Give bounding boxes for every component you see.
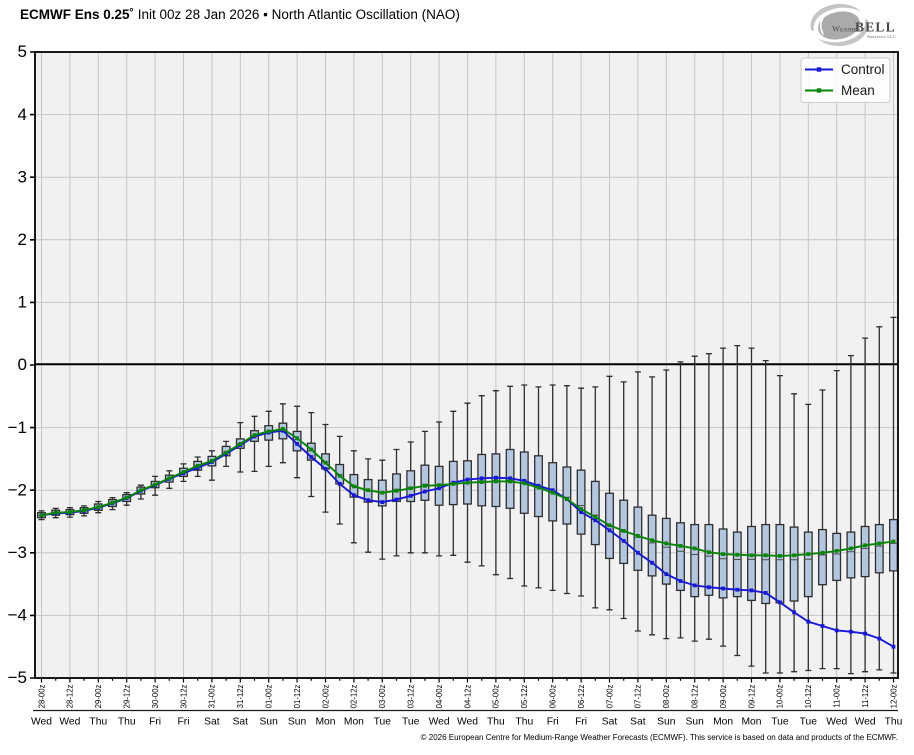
svg-text:Tue: Tue [402,716,420,727]
svg-text:01-12z: 01-12z [293,684,302,708]
svg-text:07-00z: 07-00z [605,684,614,708]
svg-text:Mon: Mon [741,716,761,727]
svg-text:Aɴᴀʟʏᴛɪᴄs LLC: Aɴᴀʟʏᴛɪᴄs LLC [867,34,896,39]
svg-text:4: 4 [18,105,27,124]
svg-text:07-12z: 07-12z [634,684,643,708]
svg-text:Wed: Wed [826,716,847,727]
svg-text:Wed: Wed [457,716,478,727]
svg-text:−1: −1 [8,418,27,437]
svg-text:Wed: Wed [59,716,80,727]
svg-text:06-12z: 06-12z [577,684,586,708]
svg-text:11-00z: 11-00z [833,684,842,707]
svg-text:−3: −3 [8,543,27,562]
svg-text:Wed: Wed [855,716,876,727]
svg-text:30-00z: 30-00z [151,684,160,708]
svg-text:10-00z: 10-00z [776,684,785,708]
svg-text:04-00z: 04-00z [435,684,444,708]
svg-text:Mon: Mon [344,716,364,727]
svg-text:Wed: Wed [31,716,52,727]
svg-text:28-12z: 28-12z [66,684,75,708]
svg-text:31-00z: 31-00z [208,684,217,708]
svg-text:29-00z: 29-00z [94,684,103,708]
svg-text:08-12z: 08-12z [691,684,700,708]
svg-text:Mon: Mon [315,716,335,727]
svg-text:5: 5 [18,42,27,61]
svg-text:−2: −2 [8,480,27,499]
svg-text:Sun: Sun [657,716,676,727]
svg-text:Sun: Sun [288,716,307,727]
svg-text:30-12z: 30-12z [179,684,188,708]
svg-text:10-12z: 10-12z [804,684,813,708]
svg-text:Tue: Tue [374,716,392,727]
svg-text:Thu: Thu [118,716,136,727]
svg-text:Wed: Wed [429,716,450,727]
svg-text:Thu: Thu [89,716,107,727]
svg-text:Fri: Fri [575,716,587,727]
svg-text:02-12z: 02-12z [350,684,359,708]
svg-text:Thu: Thu [515,716,533,727]
svg-text:09-00z: 09-00z [719,684,728,708]
svg-text:12-00z: 12-00z [889,684,898,708]
svg-text:31-12z: 31-12z [236,684,245,708]
svg-text:Tue: Tue [771,716,789,727]
svg-text:−5: −5 [8,668,27,687]
svg-text:03-00z: 03-00z [378,684,387,708]
svg-text:Sun: Sun [260,716,279,727]
svg-text:Thu: Thu [487,716,505,727]
svg-text:2: 2 [18,230,27,249]
svg-text:Sat: Sat [233,716,249,727]
svg-text:Fri: Fri [177,716,189,727]
svg-text:09-12z: 09-12z [747,684,756,708]
svg-text:BELL: BELL [855,20,896,35]
svg-text:05-12z: 05-12z [520,684,529,708]
svg-text:02-00z: 02-00z [321,684,330,708]
svg-text:Mean: Mean [841,83,875,98]
svg-text:Thu: Thu [885,716,903,727]
svg-text:Fri: Fri [149,716,161,727]
svg-text:05-00z: 05-00z [492,684,501,708]
svg-text:3: 3 [18,167,27,186]
svg-text:03-12z: 03-12z [407,684,416,708]
svg-text:06-00z: 06-00z [549,684,558,708]
svg-text:ECMWF Ens 0.25˚ Init 00z 28 Ja: ECMWF Ens 0.25˚ Init 00z 28 Jan 2026 • N… [20,7,460,22]
svg-text:28-00z: 28-00z [37,684,46,708]
svg-text:WEATHER: WEATHER [832,24,861,34]
svg-text:−4: −4 [8,606,27,625]
svg-text:1: 1 [18,293,27,312]
svg-text:04-12z: 04-12z [463,684,472,708]
svg-text:11-12z: 11-12z [861,684,870,707]
svg-text:Sat: Sat [602,716,618,727]
svg-text:08-00z: 08-00z [662,684,671,708]
svg-text:Control: Control [841,62,885,77]
svg-text:01-00z: 01-00z [265,684,274,708]
svg-text:Sat: Sat [204,716,220,727]
svg-text:Mon: Mon [713,716,733,727]
svg-text:29-12z: 29-12z [123,684,132,708]
svg-text:Sun: Sun [686,716,705,727]
svg-text:Fri: Fri [547,716,559,727]
svg-text:© 2026 European Centre for Med: © 2026 European Centre for Medium-Range … [421,733,898,742]
svg-text:0: 0 [18,355,27,374]
svg-text:Sat: Sat [630,716,646,727]
svg-text:Tue: Tue [800,716,818,727]
